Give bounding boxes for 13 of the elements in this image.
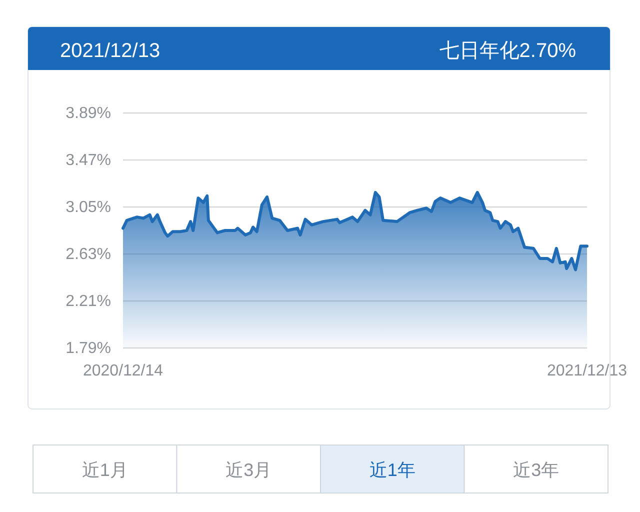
- y-tick-label: 3.05%: [66, 199, 111, 216]
- text: 近1月: [82, 460, 128, 480]
- y-tick-label: 2.63%: [66, 246, 111, 264]
- text: 近3年: [513, 460, 560, 480]
- chart-title: 2021/12/13: [60, 40, 160, 62]
- y-tick-label: 3.47%: [66, 152, 111, 170]
- y-tick-label: 2.21%: [66, 293, 111, 310]
- chart-subtitle: 七日年化2.70%: [439, 40, 576, 62]
- text: 近3月: [226, 460, 272, 480]
- x-tick-label: 2020/12/14: [82, 362, 164, 380]
- y-tick-label: 1.79%: [66, 340, 111, 358]
- text: 近1年: [369, 460, 416, 480]
- y-tick-label: 3.89%: [66, 105, 111, 122]
